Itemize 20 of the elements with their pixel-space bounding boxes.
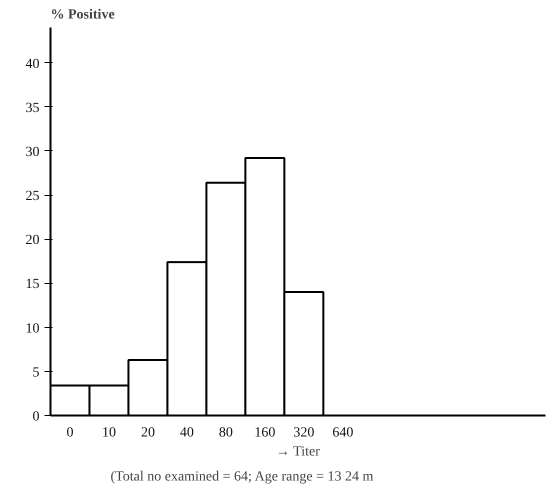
x-tick-label: 40 [180, 426, 194, 440]
y-tick-label: 25 [26, 189, 40, 204]
y-tick-label: 30 [26, 144, 40, 160]
x-axis-title: → Titer [276, 444, 320, 460]
x-tick-label: 10 [102, 426, 116, 440]
y-tick-label: 5 [32, 365, 40, 380]
y-tick-label: 10 [26, 321, 40, 336]
y-axis-title: % Positive [50, 8, 115, 22]
y-tick-label: 20 [26, 233, 40, 248]
x-tick-label: 640 [332, 426, 354, 440]
x-tick-label: 160 [254, 426, 276, 440]
y-tick-label: 35 [26, 100, 40, 116]
x-tick-label: 0 [66, 426, 74, 440]
y-tick-label: 15 [26, 277, 40, 292]
y-tick-label: 0 [32, 410, 40, 424]
x-tick-label: 20 [140, 426, 155, 440]
text: (Total no examined = 64; Age range = 13 24 m [110, 470, 374, 484]
x-tick-label: 320 [293, 426, 314, 440]
x-tick-label: 80 [218, 426, 233, 440]
y-tick-label: 40 [26, 56, 40, 72]
